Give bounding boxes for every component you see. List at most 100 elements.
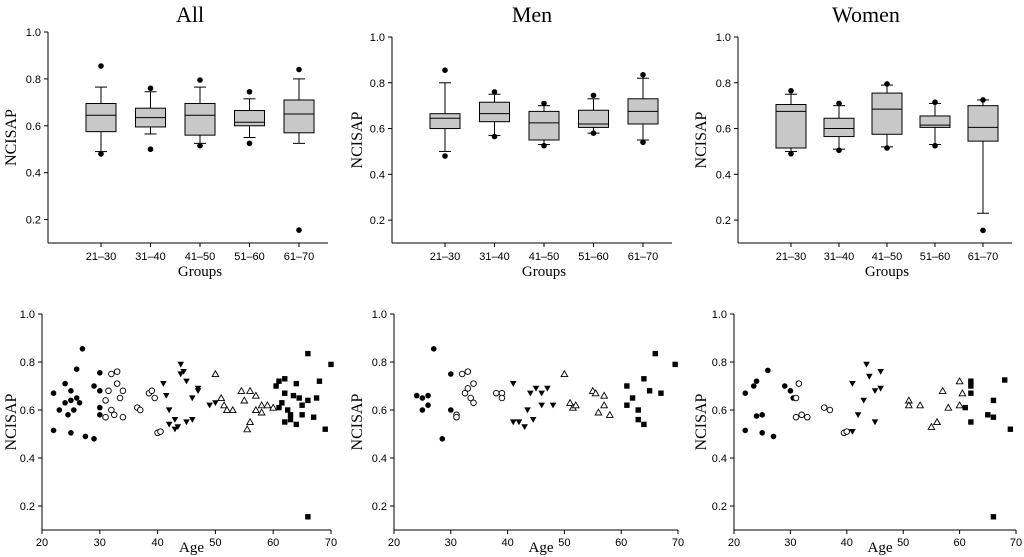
point-3-0-12 <box>76 400 83 406</box>
point-3-3-11 <box>251 391 260 399</box>
point-4-1-9 <box>492 389 500 397</box>
point-4-4-8 <box>652 350 658 357</box>
x-tick-label: 50 <box>897 537 909 549</box>
point-5-4-9 <box>1002 377 1008 383</box>
point-4-3-8 <box>600 401 609 409</box>
x-tick-label: 21–30 <box>430 251 461 263</box>
box-61–70 <box>627 71 659 146</box>
point-3-4-16 <box>305 397 311 404</box>
x-axis-label: Age <box>179 540 204 556</box>
point-5-4-4 <box>968 419 974 425</box>
outlier-point <box>788 87 794 94</box>
point-4-4-9 <box>658 390 664 396</box>
box-51–60 <box>919 99 951 149</box>
point-3-0-3 <box>62 400 68 406</box>
point-5-2-1 <box>849 429 856 435</box>
y-tick-label: 0.2 <box>20 501 35 513</box>
point-3-3-2 <box>219 401 229 409</box>
point-3-1-17 <box>157 428 164 435</box>
x-tick-label: 70 <box>325 537 337 549</box>
box-51–60 <box>234 88 265 147</box>
point-4-1-8 <box>470 380 477 387</box>
series-21–30 <box>50 346 103 442</box>
y-axis-label: NCISAP <box>3 393 20 450</box>
outlier-point <box>836 100 842 107</box>
point-3-3-4 <box>228 405 237 414</box>
x-tick-label: 40 <box>151 537 163 549</box>
x-tick-label: 70 <box>672 537 684 549</box>
series-31–40 <box>453 368 506 421</box>
point-4-1-1 <box>453 413 460 421</box>
point-4-2-2 <box>515 419 523 426</box>
x-tick-label: 20 <box>36 537 48 549</box>
point-5-4-1 <box>968 378 974 384</box>
point-4-4-2 <box>629 395 636 401</box>
y-tick-label: 0.2 <box>26 215 41 227</box>
outlier-point <box>980 227 986 234</box>
outlier-point <box>147 85 154 92</box>
y-tick-label: 0.8 <box>370 78 385 90</box>
point-4-0-6 <box>439 436 446 442</box>
iqr-box <box>967 105 999 142</box>
y-axis-label: NCISAP <box>3 109 20 166</box>
point-3-0-1 <box>50 427 57 434</box>
point-3-4-11 <box>293 421 300 428</box>
point-4-3-0 <box>560 369 569 378</box>
point-4-2-5 <box>527 390 534 397</box>
point-5-2-9 <box>877 385 884 392</box>
y-axis-label: NCISAP <box>693 393 710 450</box>
point-5-1-5 <box>820 404 828 411</box>
x-axis-label: Groups <box>178 264 222 280</box>
point-3-2-4 <box>171 417 179 423</box>
point-3-4-6 <box>282 419 288 425</box>
outlier-point <box>932 99 938 106</box>
point-5-2-8 <box>877 369 884 375</box>
point-3-2-9 <box>180 369 187 375</box>
point-3-2-5 <box>171 426 179 433</box>
point-4-3-7 <box>600 391 609 399</box>
y-tick-label: 0.8 <box>26 74 41 86</box>
y-axis-label: NCISAP <box>349 393 366 450</box>
point-3-2-11 <box>183 378 190 385</box>
series-21–30 <box>413 346 454 442</box>
point-3-1-14 <box>148 387 156 395</box>
point-3-1-2 <box>105 387 112 395</box>
point-3-4-18 <box>305 514 311 520</box>
panel-0: 0.2 0.4 0.6 0.8 1.0 NCISAP Groups All 21–30 31–40… <box>3 2 328 280</box>
y-tick-label: 0.2 <box>716 215 731 227</box>
point-3-4-13 <box>296 395 302 401</box>
point-3-3-15 <box>269 403 278 411</box>
point-4-1-6 <box>467 394 474 402</box>
point-4-2-8 <box>538 390 545 397</box>
point-3-4-23 <box>328 361 334 368</box>
outlier-point <box>491 133 498 140</box>
point-3-1-8 <box>116 394 124 402</box>
point-5-4-0 <box>962 404 968 411</box>
y-tick-label: 0.6 <box>26 121 41 133</box>
point-4-2-11 <box>549 402 557 409</box>
point-3-1-6 <box>113 368 121 375</box>
x-tick-label: 21–30 <box>86 251 117 263</box>
point-3-2-8 <box>177 371 185 378</box>
point-5-0-1 <box>742 427 749 434</box>
box-41–50 <box>528 100 560 149</box>
point-3-1-0 <box>102 397 109 404</box>
point-3-2-15 <box>194 388 202 394</box>
point-4-0-4 <box>425 402 431 409</box>
outlier-point <box>788 150 794 157</box>
point-3-0-7 <box>68 388 74 394</box>
x-tick-label: 51–60 <box>578 251 609 263</box>
point-4-2-9 <box>538 402 545 409</box>
point-3-1-15 <box>151 394 158 402</box>
y-tick-label: 0.4 <box>712 453 727 465</box>
x-tick-label: 61–70 <box>284 251 315 263</box>
box-61–70 <box>283 66 315 233</box>
point-3-4-8 <box>287 416 294 423</box>
panel-1: 0.2 0.4 0.6 0.8 1.0 NCISAP Groups Men 21–30 31–40… <box>349 2 672 280</box>
point-3-4-14 <box>299 402 305 408</box>
point-3-4-17 <box>305 350 311 357</box>
point-3-4-2 <box>276 404 282 411</box>
point-3-0-13 <box>79 346 86 352</box>
point-3-3-3 <box>222 405 232 414</box>
point-3-3-1 <box>217 393 226 402</box>
